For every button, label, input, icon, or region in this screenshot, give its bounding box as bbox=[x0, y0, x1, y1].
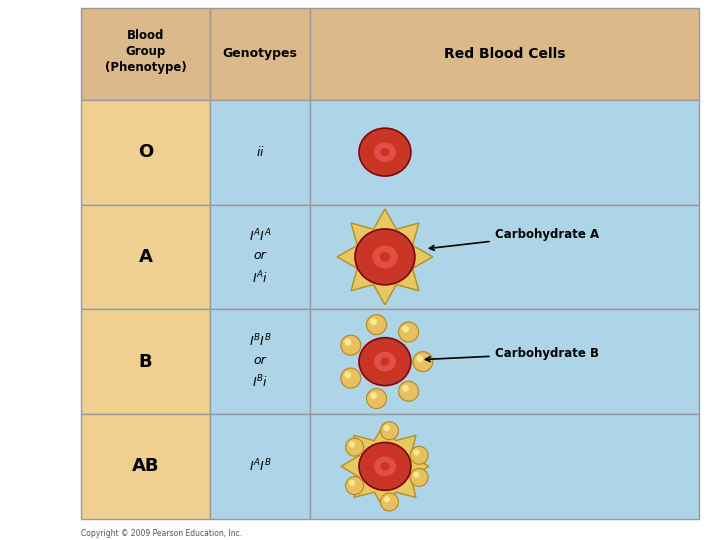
Circle shape bbox=[402, 326, 409, 333]
Circle shape bbox=[346, 477, 364, 495]
Circle shape bbox=[341, 335, 361, 355]
Bar bbox=[310, 414, 699, 519]
Text: Genotypes: Genotypes bbox=[222, 48, 297, 60]
Circle shape bbox=[384, 496, 390, 502]
Bar bbox=[81, 205, 210, 309]
Bar bbox=[210, 100, 310, 205]
Ellipse shape bbox=[359, 338, 411, 386]
Text: $ii$: $ii$ bbox=[256, 145, 265, 159]
Ellipse shape bbox=[374, 456, 396, 476]
Circle shape bbox=[341, 368, 361, 388]
Circle shape bbox=[399, 322, 418, 342]
Circle shape bbox=[380, 493, 398, 511]
Ellipse shape bbox=[380, 148, 390, 156]
Circle shape bbox=[413, 471, 420, 478]
Ellipse shape bbox=[359, 128, 411, 176]
Circle shape bbox=[413, 449, 420, 456]
Circle shape bbox=[370, 392, 377, 399]
Text: Blood
Group
(Phenotype): Blood Group (Phenotype) bbox=[104, 29, 186, 75]
Bar bbox=[210, 205, 310, 309]
Circle shape bbox=[380, 422, 398, 440]
Bar bbox=[81, 309, 210, 414]
Circle shape bbox=[384, 425, 390, 431]
Bar bbox=[310, 309, 699, 414]
Ellipse shape bbox=[365, 343, 405, 380]
Circle shape bbox=[413, 352, 433, 372]
Ellipse shape bbox=[361, 235, 408, 279]
Ellipse shape bbox=[379, 252, 390, 262]
Circle shape bbox=[410, 446, 428, 464]
Ellipse shape bbox=[365, 448, 405, 485]
Bar bbox=[81, 100, 210, 205]
Circle shape bbox=[366, 389, 387, 409]
Ellipse shape bbox=[380, 462, 390, 470]
Text: Carbohydrate B: Carbohydrate B bbox=[426, 347, 598, 362]
Circle shape bbox=[344, 372, 351, 379]
Circle shape bbox=[366, 315, 387, 335]
Text: $I^AI^B$: $I^AI^B$ bbox=[249, 458, 271, 475]
Bar bbox=[310, 100, 699, 205]
Text: AB: AB bbox=[132, 457, 159, 475]
Bar bbox=[210, 309, 310, 414]
Bar bbox=[81, 8, 210, 100]
Bar bbox=[210, 414, 310, 519]
Text: Red Blood Cells: Red Blood Cells bbox=[444, 47, 565, 61]
Circle shape bbox=[348, 441, 355, 448]
Circle shape bbox=[348, 480, 355, 486]
Circle shape bbox=[399, 381, 418, 401]
Ellipse shape bbox=[359, 442, 411, 490]
Ellipse shape bbox=[374, 143, 396, 162]
Circle shape bbox=[402, 385, 409, 392]
Ellipse shape bbox=[374, 352, 396, 372]
Text: Carbohydrate A: Carbohydrate A bbox=[429, 228, 599, 250]
Ellipse shape bbox=[380, 357, 390, 366]
Circle shape bbox=[416, 355, 423, 362]
Circle shape bbox=[410, 469, 428, 487]
Polygon shape bbox=[341, 422, 429, 510]
Ellipse shape bbox=[355, 229, 415, 285]
Text: $I^AI^A$
or
$I^Ai$: $I^AI^A$ or $I^Ai$ bbox=[249, 228, 271, 286]
Text: Copyright © 2009 Pearson Education, Inc.: Copyright © 2009 Pearson Education, Inc. bbox=[81, 529, 242, 538]
Circle shape bbox=[370, 318, 377, 325]
Bar bbox=[81, 414, 210, 519]
Circle shape bbox=[344, 339, 351, 346]
Bar bbox=[310, 8, 699, 100]
Ellipse shape bbox=[365, 133, 405, 171]
Text: B: B bbox=[139, 353, 153, 370]
Text: A: A bbox=[138, 248, 153, 266]
Text: O: O bbox=[138, 143, 153, 161]
Ellipse shape bbox=[372, 245, 397, 268]
Bar bbox=[210, 8, 310, 100]
Circle shape bbox=[346, 438, 364, 456]
Text: $I^BI^B$
or
$I^Bi$: $I^BI^B$ or $I^Bi$ bbox=[249, 333, 271, 390]
Bar bbox=[310, 205, 699, 309]
Polygon shape bbox=[337, 209, 433, 305]
